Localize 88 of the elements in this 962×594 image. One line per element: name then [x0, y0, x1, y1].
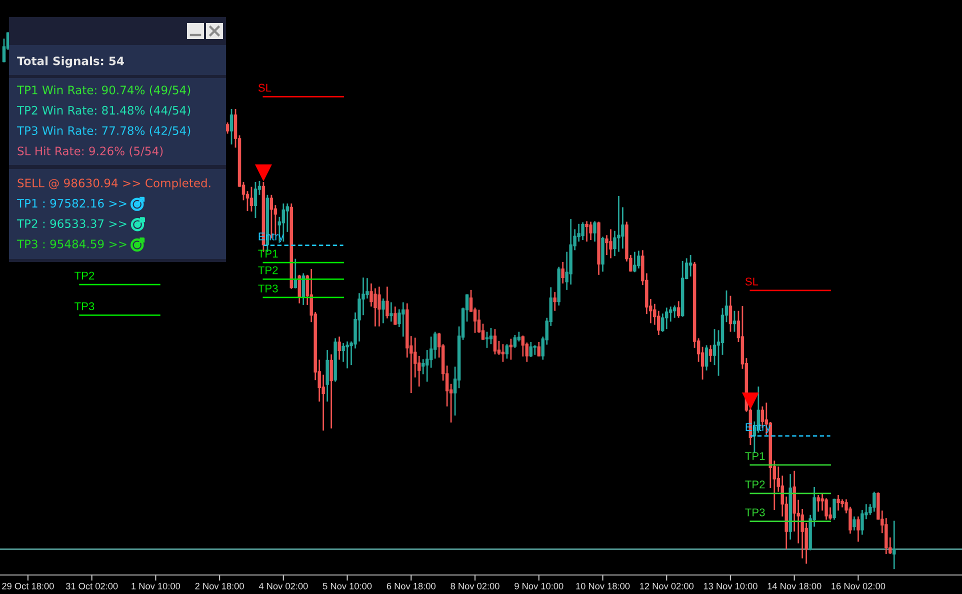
- series-label: TP1: [258, 250, 278, 258]
- candlestick: [481, 323, 485, 341]
- x-tick-label: 9 Nov 10:00: [514, 582, 564, 590]
- x-tick-label: 2 Nov 18:00: [195, 582, 244, 590]
- candlestick: [585, 220, 588, 242]
- x-tick-label: 14 Nov 18:00: [768, 582, 822, 590]
- x-tick-label: 29 Oct 18:00: [2, 582, 54, 590]
- annotation: SELL @ 98630.94 >> Completed.: [18, 178, 210, 190]
- candlestick: [529, 341, 533, 358]
- candlestick: [732, 310, 736, 332]
- candlestick: [581, 222, 584, 241]
- candlestick: [230, 108, 234, 146]
- candlestick: [617, 195, 620, 252]
- annotation: TP3 Win Rate: 77.78% (42/54): [16, 126, 190, 136]
- x-tick-label: 31 Oct 02:00: [66, 582, 118, 590]
- candlestick: [661, 312, 664, 332]
- series-label: TP1: [745, 452, 765, 460]
- candlestick: [537, 341, 540, 358]
- candlestick: [589, 221, 592, 241]
- x-tick-label: 12 Nov 02:00: [640, 582, 694, 590]
- annotation: TP1 : 97582.16 >>: [16, 198, 126, 208]
- candlestick: [637, 250, 640, 270]
- candlestick: [386, 286, 389, 320]
- candlestick: [561, 261, 564, 284]
- candlestick: [422, 358, 425, 375]
- candlestick: [816, 494, 820, 512]
- candlestick: [330, 354, 333, 430]
- series-label: SL: [745, 278, 758, 286]
- candlestick: [593, 220, 596, 242]
- candlestick: [394, 306, 397, 326]
- series-label: TP3: [745, 508, 765, 516]
- candlestick: [493, 328, 497, 356]
- annotation: TP2 Win Rate: 81.48% (44/54): [16, 106, 190, 116]
- candlestick: [688, 254, 692, 278]
- candlestick: [226, 122, 230, 134]
- series-label: SL: [258, 84, 272, 92]
- candlestick: [254, 181, 258, 219]
- candlestick: [633, 251, 636, 273]
- x-tick-label: 1 Nov 10:00: [132, 582, 180, 590]
- candlestick: [382, 298, 385, 324]
- candlestick: [676, 300, 680, 319]
- candlestick: [250, 186, 254, 212]
- candlestick: [505, 343, 509, 360]
- annotation: Total Signals: 54: [17, 56, 124, 68]
- candlestick: [553, 291, 556, 312]
- candlestick: [832, 498, 836, 520]
- candlestick: [374, 288, 377, 328]
- series-label: TP3: [258, 284, 278, 292]
- x-tick-label: 8 Nov 02:00: [450, 582, 500, 590]
- x-tick-label: 16 Nov 02:00: [832, 582, 886, 590]
- candlestick: [294, 258, 298, 289]
- candlestick: [672, 304, 676, 319]
- annotation: TP3 : 95484.59 >>: [16, 240, 126, 248]
- annotation: TP1 Win Rate: 90.74% (49/54): [16, 85, 190, 96]
- candlestick: [489, 327, 493, 345]
- candlestick: [346, 340, 349, 369]
- candlestick: [378, 286, 381, 328]
- candlestick: [852, 516, 856, 532]
- annotation: TP2 : 96533.37 >>: [16, 219, 126, 228]
- candlestick: [533, 344, 537, 356]
- candlestick: [425, 349, 429, 382]
- candlestick: [517, 331, 521, 342]
- candlestick: [402, 302, 405, 338]
- candlestick: [836, 494, 840, 512]
- candlestick: [664, 306, 668, 330]
- series-label: TP2: [745, 480, 765, 488]
- candlestick: [338, 336, 341, 360]
- x-tick-label: 10 Nov 18:00: [576, 582, 630, 590]
- candlestick: [708, 344, 712, 363]
- candlestick: [728, 295, 732, 332]
- candlestick: [712, 328, 716, 366]
- candlestick: [872, 491, 876, 512]
- series-label: TP2: [74, 272, 94, 280]
- candlestick: [704, 344, 708, 372]
- series-label: TP2: [258, 266, 278, 274]
- x-tick-label: 5 Nov 10:00: [322, 582, 372, 590]
- x-tick-label: 4 Nov 02:00: [258, 582, 308, 590]
- candlestick: [856, 516, 860, 542]
- x-tick-label: 13 Nov 10:00: [704, 582, 758, 590]
- candlestick: [824, 498, 828, 520]
- candlestick: [513, 334, 517, 349]
- candlestick: [892, 520, 896, 570]
- candlestick: [609, 228, 612, 259]
- candlestick: [390, 302, 393, 322]
- series-label: TP3: [74, 302, 94, 310]
- x-tick-label: 6 Nov 18:00: [386, 582, 436, 590]
- annotation: SL Hit Rate: 9.26% (5/54): [18, 146, 163, 157]
- candlestick: [286, 202, 290, 233]
